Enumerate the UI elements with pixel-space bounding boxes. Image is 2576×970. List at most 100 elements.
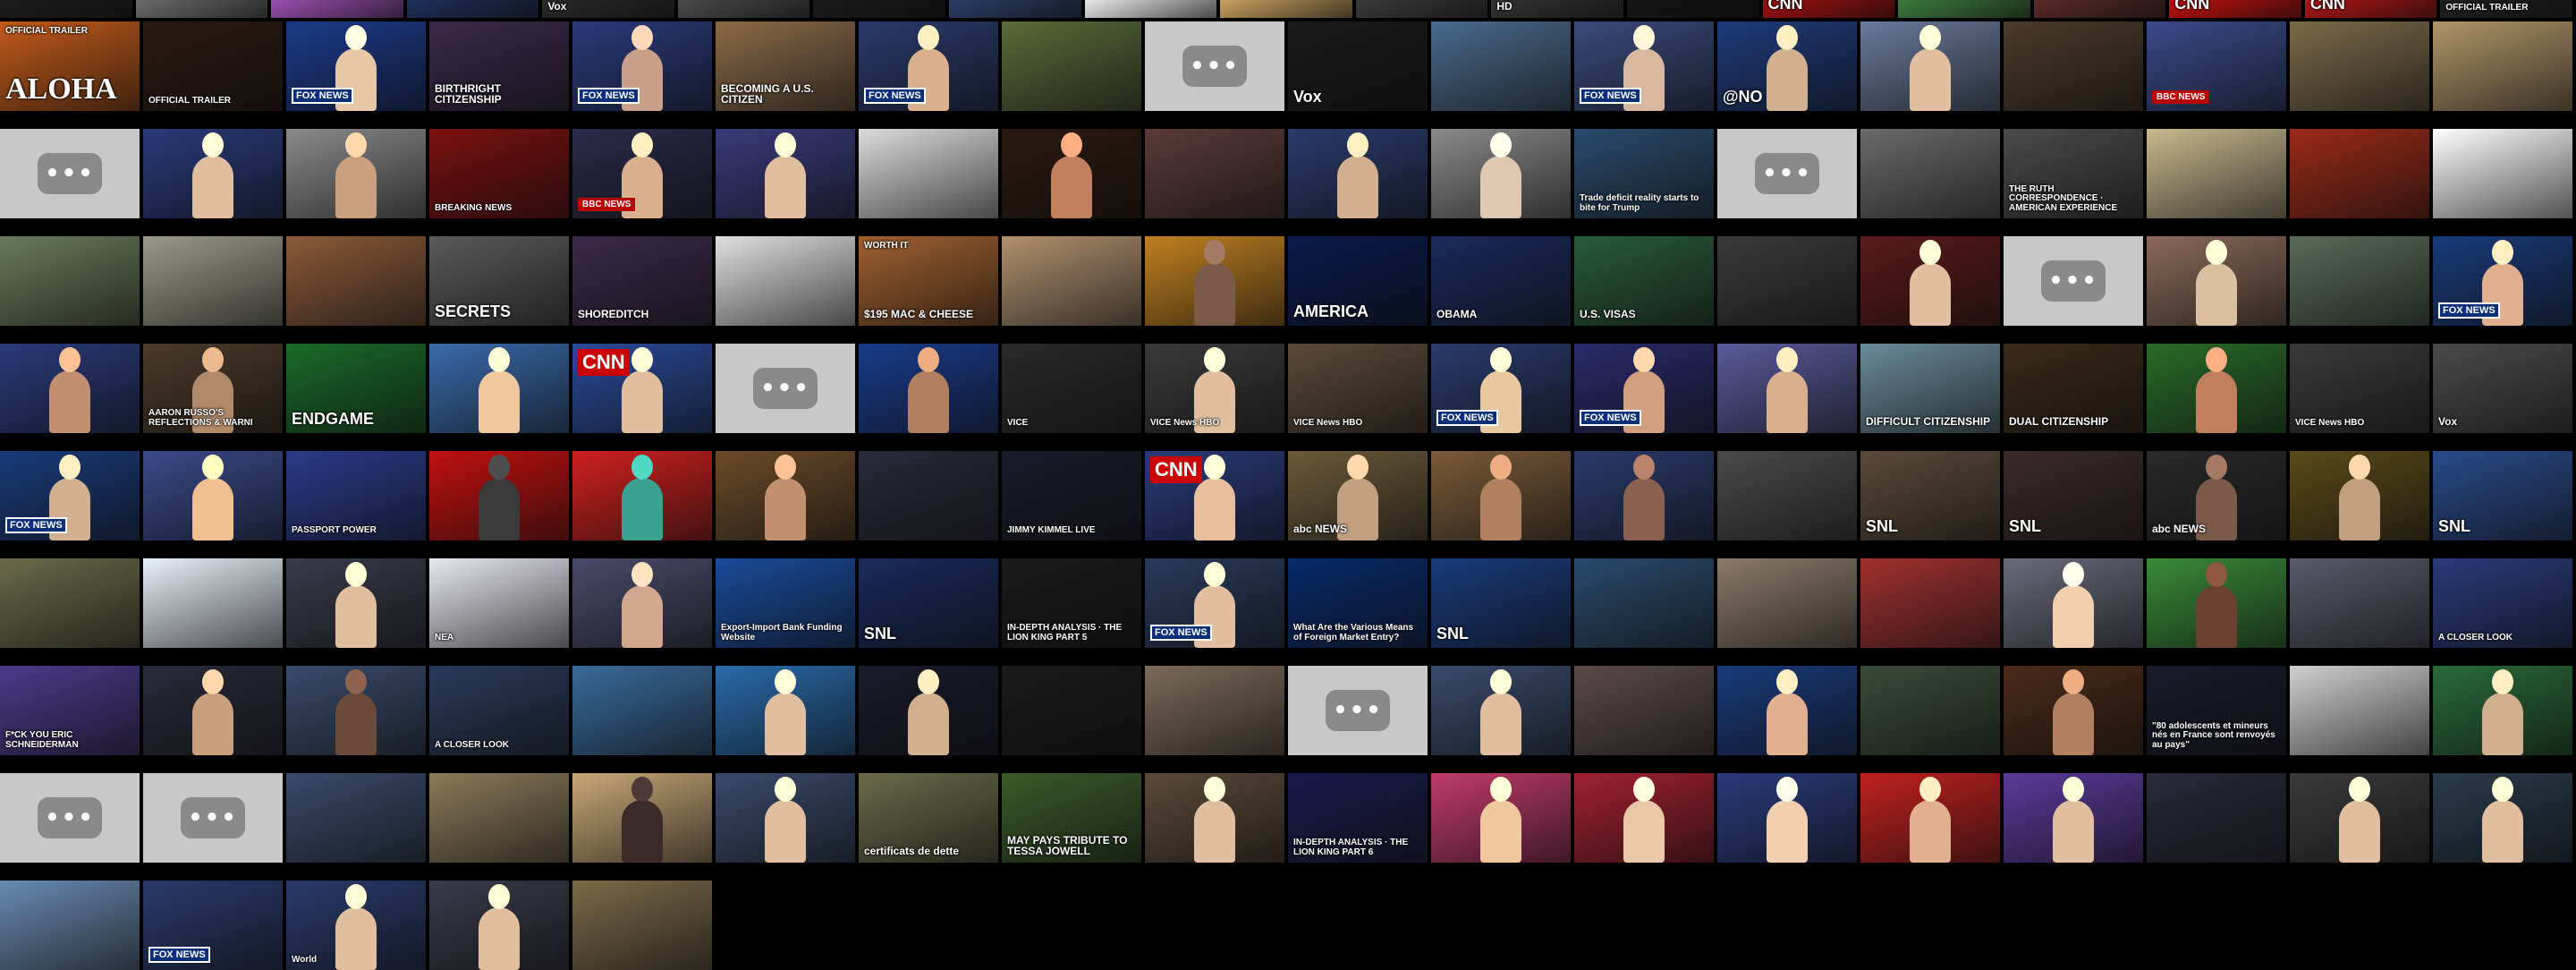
video-thumbnail[interactable]	[859, 451, 998, 540]
video-thumbnail[interactable]	[677, 0, 814, 21]
video-thumbnail[interactable]: THE RUTH CORRESPONDENCE · AMERICAN EXPER…	[2004, 129, 2143, 218]
video-thumbnail[interactable]	[2004, 666, 2143, 755]
video-thumbnail[interactable]: OFFICIAL TRAILER	[2440, 0, 2576, 21]
video-thumbnail[interactable]: "80 adolescents et mineurs nés en France…	[2147, 666, 2286, 755]
video-thumbnail[interactable]	[2290, 21, 2429, 111]
video-thumbnail[interactable]: NEA	[429, 558, 569, 648]
video-thumbnail[interactable]: A CLOSER LOOK	[429, 666, 569, 755]
video-thumbnail[interactable]	[143, 236, 283, 326]
video-thumbnail[interactable]	[286, 129, 426, 218]
video-thumbnail[interactable]	[572, 881, 712, 970]
video-thumbnail[interactable]	[2290, 129, 2429, 218]
video-thumbnail[interactable]	[1717, 558, 1857, 648]
video-thumbnail[interactable]	[2290, 558, 2429, 648]
video-thumbnail[interactable]	[1626, 0, 1763, 21]
video-thumbnail[interactable]	[716, 666, 855, 755]
video-thumbnail[interactable]	[1860, 21, 2000, 111]
video-thumbnail[interactable]	[2433, 773, 2572, 863]
video-thumbnail[interactable]: SECRETS	[429, 236, 569, 326]
video-thumbnail[interactable]	[406, 0, 543, 21]
video-thumbnail[interactable]	[1717, 344, 1857, 433]
video-thumbnail[interactable]	[1574, 773, 1714, 863]
video-thumbnail[interactable]	[813, 0, 950, 21]
video-thumbnail[interactable]	[859, 666, 998, 755]
video-thumbnail[interactable]	[2004, 558, 2143, 648]
video-thumbnail[interactable]: Trade deficit reality starts to bite for…	[1574, 129, 1714, 218]
video-thumbnail[interactable]: BIRTHRIGHT CITIZENSHIP	[429, 21, 569, 111]
video-thumbnail[interactable]: DUAL CITIZENSHIP	[2004, 344, 2143, 433]
video-thumbnail[interactable]	[1898, 0, 2034, 21]
video-thumbnail[interactable]: AARON RUSSO'S REFLECTIONS & WARNI	[143, 344, 283, 433]
video-thumbnail[interactable]	[2147, 773, 2286, 863]
video-thumbnail[interactable]: FOX NEWS	[572, 21, 712, 111]
video-thumbnail[interactable]: @NO	[1717, 21, 1857, 111]
video-thumbnail[interactable]	[2433, 21, 2572, 111]
video-thumbnail[interactable]: SNL	[1431, 558, 1571, 648]
video-thumbnail[interactable]	[859, 129, 998, 218]
video-thumbnail[interactable]	[0, 881, 140, 970]
video-thumbnail[interactable]: SNL	[2004, 451, 2143, 540]
video-thumbnail[interactable]	[1860, 666, 2000, 755]
video-thumbnail[interactable]	[271, 0, 407, 21]
video-thumbnail[interactable]	[2004, 21, 2143, 111]
video-thumbnail[interactable]: SNL	[2433, 451, 2572, 540]
video-thumbnail-placeholder[interactable]: •••	[2004, 236, 2143, 326]
video-thumbnail[interactable]	[1220, 0, 1356, 21]
video-thumbnail[interactable]: ENDGAME	[286, 344, 426, 433]
video-thumbnail[interactable]	[286, 236, 426, 326]
video-thumbnail[interactable]	[0, 558, 140, 648]
video-thumbnail[interactable]: SNL	[859, 558, 998, 648]
video-thumbnail[interactable]	[1084, 0, 1221, 21]
video-thumbnail[interactable]	[2290, 236, 2429, 326]
video-thumbnail[interactable]: Vox	[2433, 344, 2572, 433]
video-thumbnail[interactable]	[1002, 129, 1141, 218]
video-thumbnail[interactable]	[1431, 773, 1571, 863]
video-thumbnail[interactable]	[1145, 773, 1284, 863]
video-thumbnail[interactable]: $195 MAC & CHEESE WORTH IT	[859, 236, 998, 326]
video-thumbnail[interactable]	[1145, 666, 1284, 755]
video-thumbnail[interactable]: FOX NEWS	[1145, 558, 1284, 648]
video-thumbnail[interactable]	[572, 666, 712, 755]
video-thumbnail[interactable]	[1860, 558, 2000, 648]
video-thumbnail[interactable]	[1717, 773, 1857, 863]
video-thumbnail-placeholder[interactable]: •••	[1717, 129, 1857, 218]
video-thumbnail-placeholder[interactable]: •••	[0, 773, 140, 863]
video-thumbnail[interactable]: World	[286, 881, 426, 970]
video-thumbnail[interactable]	[1431, 129, 1571, 218]
video-thumbnail[interactable]	[1002, 21, 1141, 111]
video-thumbnail[interactable]	[716, 451, 855, 540]
video-thumbnail[interactable]	[2290, 666, 2429, 755]
video-thumbnail[interactable]: FOX NEWS	[286, 21, 426, 111]
video-thumbnail[interactable]: IN-DEPTH ANALYSIS · THE LION KING PART 5	[1002, 558, 1141, 648]
video-thumbnail[interactable]	[1145, 236, 1284, 326]
video-thumbnail[interactable]	[1574, 558, 1714, 648]
video-thumbnail[interactable]: FOX NEWS	[1574, 344, 1714, 433]
video-thumbnail[interactable]: BREAKING NEWS	[429, 129, 569, 218]
video-thumbnail[interactable]	[1717, 236, 1857, 326]
video-thumbnail[interactable]	[429, 451, 569, 540]
video-thumbnail[interactable]: Vox	[542, 0, 678, 21]
video-thumbnail[interactable]	[1860, 236, 2000, 326]
video-thumbnail[interactable]	[1002, 666, 1141, 755]
video-thumbnail[interactable]: VICE News HBO	[1145, 344, 1284, 433]
video-thumbnail[interactable]	[1002, 236, 1141, 326]
video-thumbnail[interactable]: SHOREDITCH	[572, 236, 712, 326]
video-thumbnail[interactable]	[1574, 666, 1714, 755]
video-thumbnail[interactable]	[429, 773, 569, 863]
video-thumbnail[interactable]: HD	[1491, 0, 1627, 21]
video-thumbnail[interactable]	[2147, 344, 2286, 433]
video-thumbnail[interactable]	[1860, 129, 2000, 218]
video-thumbnail[interactable]	[716, 773, 855, 863]
video-thumbnail[interactable]	[2147, 558, 2286, 648]
video-thumbnail[interactable]: CNN	[2304, 0, 2441, 21]
video-thumbnail[interactable]: DIFFICULT CITIZENSHIP	[1860, 344, 2000, 433]
video-thumbnail[interactable]	[2433, 666, 2572, 755]
video-thumbnail[interactable]	[2004, 773, 2143, 863]
video-thumbnail[interactable]: Vox	[1288, 21, 1428, 111]
video-thumbnail[interactable]	[2033, 0, 2170, 21]
video-thumbnail[interactable]	[143, 666, 283, 755]
video-thumbnail[interactable]: FOX NEWS	[0, 451, 140, 540]
video-thumbnail[interactable]: JIMMY KIMMEL LIVE	[1002, 451, 1141, 540]
video-thumbnail[interactable]	[143, 451, 283, 540]
video-thumbnail[interactable]: FOX NEWS	[143, 881, 283, 970]
